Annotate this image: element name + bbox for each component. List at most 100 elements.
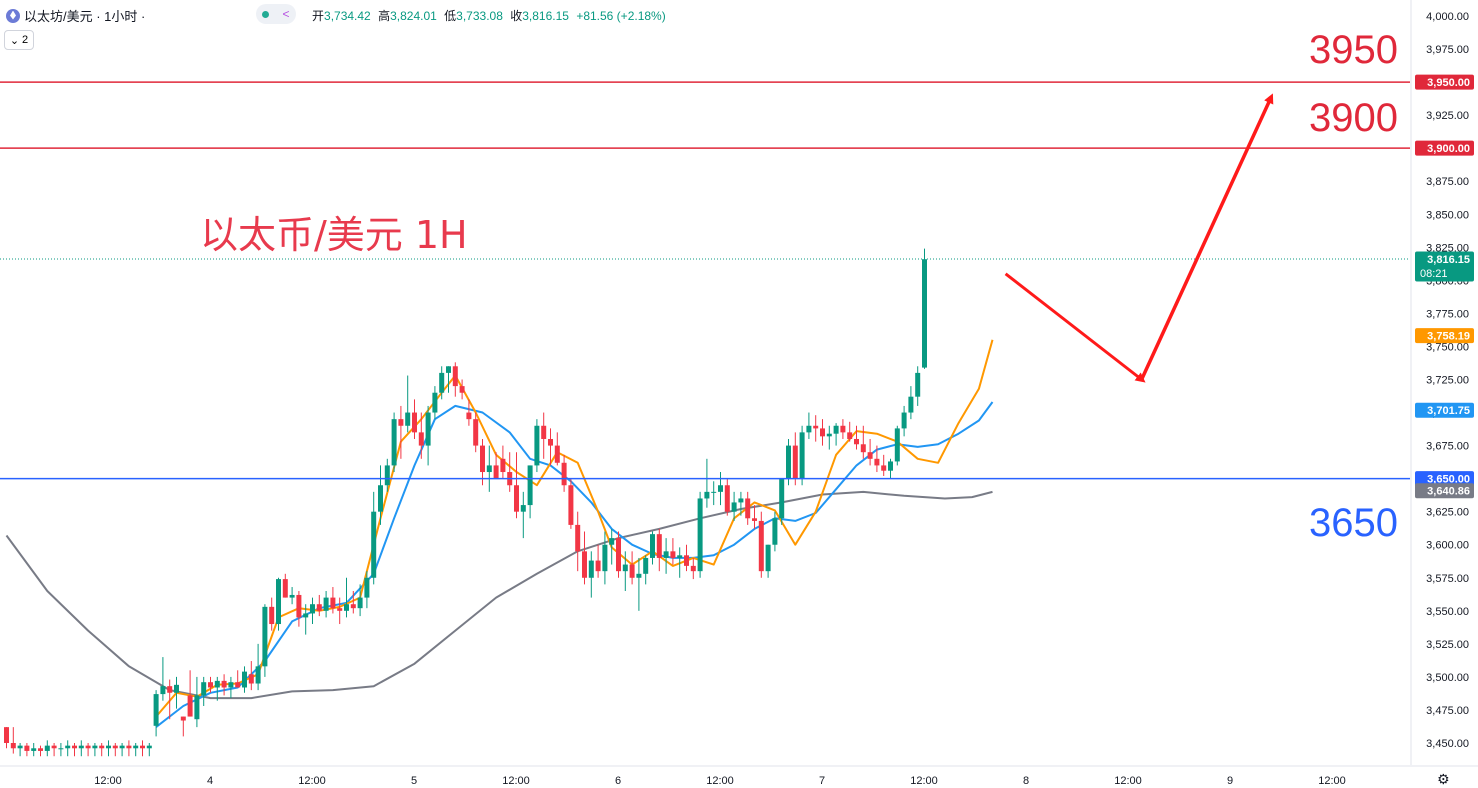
candle — [282, 573, 288, 598]
candle-body — [276, 579, 281, 625]
candle-body — [72, 745, 77, 749]
candle — [575, 511, 581, 572]
level-price-tag-bg — [1415, 471, 1474, 487]
candle-body — [486, 465, 492, 473]
status-pill[interactable]: < — [256, 4, 296, 24]
price-tag-text: 3,701.75 — [1427, 405, 1470, 417]
candle-body — [371, 511, 377, 578]
candle — [704, 458, 710, 508]
candle-body — [568, 485, 574, 525]
candle-body — [663, 551, 669, 558]
price-tag-countdown: 08:21 — [1420, 268, 1448, 280]
candle-body — [833, 425, 839, 434]
candle — [330, 587, 336, 614]
candle — [663, 538, 669, 574]
x-tick-label: 4 — [207, 775, 213, 787]
level-price-tag-text: 3,950.00 — [1427, 77, 1470, 89]
candle-body — [167, 686, 173, 693]
candle-body — [51, 745, 57, 749]
candle-body — [500, 458, 506, 473]
level-price-tag-bg — [1415, 74, 1474, 90]
level-price-tag-text: 3,900.00 — [1427, 143, 1470, 155]
candle-body — [58, 748, 64, 750]
candle-body — [650, 534, 655, 558]
candle-body — [554, 445, 560, 463]
candle-body — [194, 695, 200, 720]
candle-body — [840, 425, 846, 433]
candle — [738, 491, 744, 516]
candle — [24, 743, 30, 757]
candle — [126, 740, 132, 757]
y-tick-label: 3,575.00 — [1426, 573, 1469, 585]
y-tick-label: 3,975.00 — [1426, 44, 1469, 56]
candle-body — [779, 478, 785, 519]
candle — [391, 412, 397, 473]
candle — [650, 531, 655, 565]
chevron-down-icon: ⌄ — [9, 34, 20, 47]
candle-body — [106, 745, 111, 749]
candle-body — [180, 716, 186, 721]
indicators-toggle-button[interactable]: ⌄ 2 — [4, 30, 34, 50]
open-label: 开 — [312, 9, 325, 23]
candle — [731, 491, 737, 521]
candle-body — [602, 544, 608, 572]
candle — [888, 458, 893, 479]
level-price-tag-bg — [1415, 140, 1474, 156]
y-tick-label: 3,625.00 — [1426, 507, 1469, 519]
candle-body — [820, 428, 825, 437]
y-tick-label: 3,525.00 — [1426, 639, 1469, 651]
candle — [466, 399, 472, 426]
candle-body — [922, 259, 927, 368]
candle-body — [10, 743, 16, 749]
candle — [194, 676, 200, 728]
candle-body — [541, 425, 547, 439]
candle-body — [745, 498, 751, 519]
candle — [901, 405, 907, 437]
candle — [820, 419, 825, 446]
y-tick-label: 3,550.00 — [1426, 606, 1469, 618]
candle — [446, 366, 451, 393]
candle — [677, 547, 683, 578]
candle — [486, 445, 492, 492]
candle-body — [384, 465, 390, 486]
candle — [786, 438, 791, 486]
candle-body — [296, 594, 302, 618]
gear-icon[interactable]: ⚙ — [1437, 771, 1450, 787]
candle — [228, 676, 234, 699]
open-value: 3,734.42 — [324, 9, 371, 23]
candle — [78, 740, 84, 757]
candle-body — [711, 491, 717, 493]
candle-body — [378, 485, 383, 512]
candle-body — [316, 604, 322, 611]
candle — [711, 481, 717, 506]
close-label: 收 — [510, 9, 523, 23]
candle-body — [439, 372, 445, 393]
plot-area — [0, 248, 1410, 757]
candle — [31, 743, 37, 757]
candle — [153, 690, 159, 737]
candle — [72, 743, 77, 757]
candle — [881, 454, 887, 476]
candle — [242, 666, 247, 693]
candle-body — [908, 396, 914, 413]
candle — [894, 425, 900, 466]
candle — [303, 604, 309, 635]
level-big-label: 3650 — [1309, 501, 1398, 545]
candle — [364, 571, 370, 609]
x-tick-label: 12:00 — [94, 775, 122, 787]
candle — [425, 405, 431, 466]
candle-body — [269, 606, 275, 625]
candle-body — [78, 745, 84, 749]
price-tag: 3,758.19 — [1415, 328, 1474, 344]
candle — [629, 551, 635, 585]
candle-body — [289, 594, 295, 598]
candle-body — [398, 419, 404, 426]
candle — [636, 557, 642, 611]
candle-body — [534, 425, 540, 466]
candle-body — [718, 485, 723, 492]
candle-body — [915, 372, 921, 397]
symbol-title[interactable]: 以太坊/美元 · 1小时 · — [6, 6, 145, 25]
candle — [398, 405, 404, 459]
candle — [323, 590, 329, 618]
